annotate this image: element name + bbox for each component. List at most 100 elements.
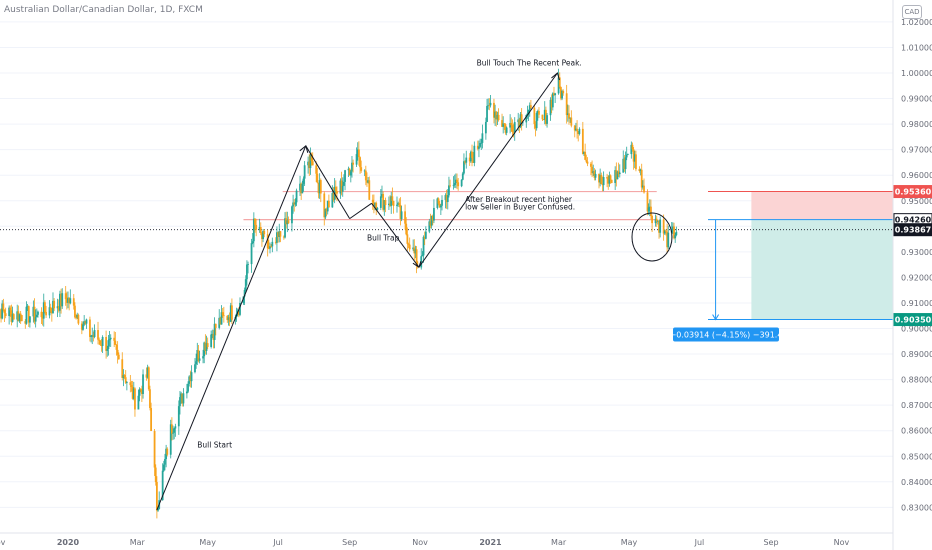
candle-body xyxy=(568,113,570,119)
candle-body xyxy=(423,236,426,239)
candle-body xyxy=(535,112,538,129)
candle-body xyxy=(504,124,507,133)
price-tick-label: 0.84000 xyxy=(901,478,932,487)
candle xyxy=(347,166,350,177)
candle xyxy=(590,162,592,176)
candle-body xyxy=(105,336,107,351)
candle-body xyxy=(404,211,406,224)
candle-body xyxy=(10,310,13,322)
trend-drawings xyxy=(156,72,673,511)
candle xyxy=(292,194,294,214)
price-tick-label: 0.89000 xyxy=(901,350,932,359)
candle-body xyxy=(98,339,101,341)
candle xyxy=(360,160,363,173)
candle xyxy=(97,321,99,345)
price-axis[interactable]: 0.83000 0.84000 0.85000 0.86000 0.87000 0.880… xyxy=(892,0,932,550)
candle-body xyxy=(525,115,528,123)
candle xyxy=(53,298,56,312)
candle xyxy=(65,291,68,310)
candle-body xyxy=(89,319,91,337)
candle-body xyxy=(231,305,233,320)
candle-body xyxy=(623,158,626,170)
candle xyxy=(551,92,554,111)
candle-body xyxy=(147,367,150,390)
candle xyxy=(263,229,266,238)
candle xyxy=(626,153,629,156)
candle xyxy=(204,334,207,355)
candle xyxy=(448,176,450,198)
candle xyxy=(101,335,104,354)
candle xyxy=(219,316,222,325)
candle xyxy=(433,199,435,224)
candle xyxy=(501,113,503,127)
candle-body xyxy=(177,406,180,427)
candle xyxy=(177,400,180,435)
candle-body xyxy=(371,199,374,203)
candle xyxy=(494,104,497,126)
candle-body xyxy=(32,306,35,317)
candle xyxy=(202,349,204,364)
candle-body xyxy=(60,293,62,307)
candle-body xyxy=(643,185,645,193)
candle xyxy=(586,157,589,167)
candle-body xyxy=(1,303,4,319)
time-tick-label: Jul xyxy=(272,538,283,547)
candle-body xyxy=(100,344,103,346)
candle xyxy=(339,178,342,199)
candle-body xyxy=(213,323,216,340)
candle xyxy=(581,121,584,155)
measure-label: −0.03914 (−4.15%) −391.4 xyxy=(670,331,783,340)
candle-body xyxy=(205,343,208,351)
candle-body xyxy=(356,149,359,155)
price-tick-label: 0.87000 xyxy=(901,401,932,410)
candle-body xyxy=(341,185,344,192)
candle-body xyxy=(536,110,539,113)
candle-body xyxy=(170,424,173,434)
candle-body xyxy=(93,330,96,337)
candle-body xyxy=(246,264,248,280)
candle xyxy=(598,173,600,189)
candle-body xyxy=(590,163,592,167)
candle xyxy=(309,147,312,175)
candle-body xyxy=(83,321,86,325)
candle-body xyxy=(476,145,479,149)
candle-body xyxy=(221,312,224,316)
candle-body xyxy=(651,215,654,224)
candle xyxy=(616,170,619,180)
candle-body xyxy=(398,202,401,205)
candle-body xyxy=(367,180,370,183)
candle xyxy=(509,114,512,134)
level-lines xyxy=(0,190,893,231)
measure-label-box xyxy=(673,327,779,342)
candle xyxy=(463,153,465,175)
candle-body xyxy=(336,191,338,194)
candle xyxy=(231,298,233,325)
trend-line xyxy=(418,72,558,268)
candle xyxy=(430,215,433,229)
candle-body xyxy=(45,311,47,316)
time-axis[interactable]: Nov 2020 Mar May Jul Sep Nov 2021 Mar May Jul Sep No… xyxy=(0,532,893,547)
candle-body xyxy=(291,206,293,224)
candle xyxy=(654,214,657,227)
candle xyxy=(122,369,125,387)
price-tick-label: 0.88000 xyxy=(901,376,932,385)
candle-body xyxy=(287,220,290,224)
candle xyxy=(19,310,22,325)
candle-body xyxy=(214,323,217,328)
candle xyxy=(615,162,618,187)
candle-body xyxy=(327,200,330,208)
candle xyxy=(92,331,95,342)
candle xyxy=(89,316,91,342)
candle xyxy=(106,345,109,357)
candle-body xyxy=(286,220,289,225)
candle xyxy=(182,388,185,407)
candle xyxy=(246,260,248,286)
price-tick-label: 0.85000 xyxy=(901,452,932,461)
candle-body xyxy=(189,376,192,382)
candle xyxy=(472,151,475,163)
candle xyxy=(367,177,370,184)
time-tick-label: Nov xyxy=(834,538,850,547)
candle-body xyxy=(424,231,427,239)
currency-badge[interactable]: CAD xyxy=(902,5,922,19)
